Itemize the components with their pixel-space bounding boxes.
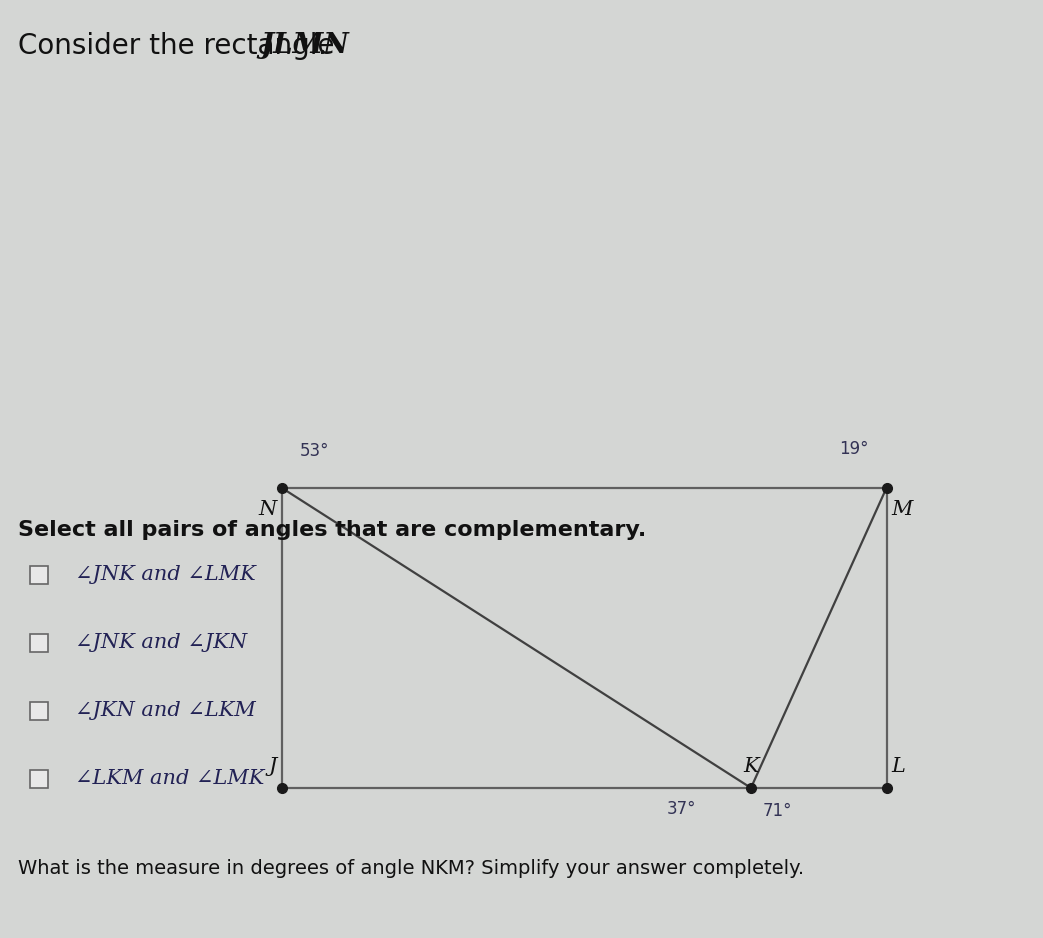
Text: ∠JKN and ∠LKM: ∠JKN and ∠LKM [75, 702, 256, 720]
Text: 53°: 53° [299, 442, 330, 460]
Text: ∠LKM and ∠LMK: ∠LKM and ∠LMK [75, 769, 264, 789]
Text: 37°: 37° [666, 800, 696, 818]
Text: ∠JNK and ∠JKN: ∠JNK and ∠JKN [75, 633, 247, 653]
Text: Consider the rectangle: Consider the rectangle [18, 32, 343, 60]
Text: .: . [318, 32, 326, 60]
Text: JLMN: JLMN [260, 32, 348, 59]
Text: What is the measure in degrees of angle NKM? Simplify your answer completely.: What is the measure in degrees of angle … [18, 859, 804, 878]
Text: 19°: 19° [839, 440, 869, 458]
Bar [30, 566, 48, 584]
Text: J: J [268, 757, 276, 776]
Text: N: N [259, 500, 276, 519]
Bar [30, 634, 48, 652]
Text: M: M [892, 500, 913, 519]
Bar [30, 702, 48, 720]
Text: Select all pairs of angles that are complementary.: Select all pairs of angles that are comp… [18, 520, 647, 540]
Bar [30, 770, 48, 788]
Text: L: L [892, 757, 905, 776]
Text: 71°: 71° [763, 802, 793, 820]
Text: ∠JNK and ∠LMK: ∠JNK and ∠LMK [75, 566, 256, 584]
Text: K: K [744, 757, 758, 776]
